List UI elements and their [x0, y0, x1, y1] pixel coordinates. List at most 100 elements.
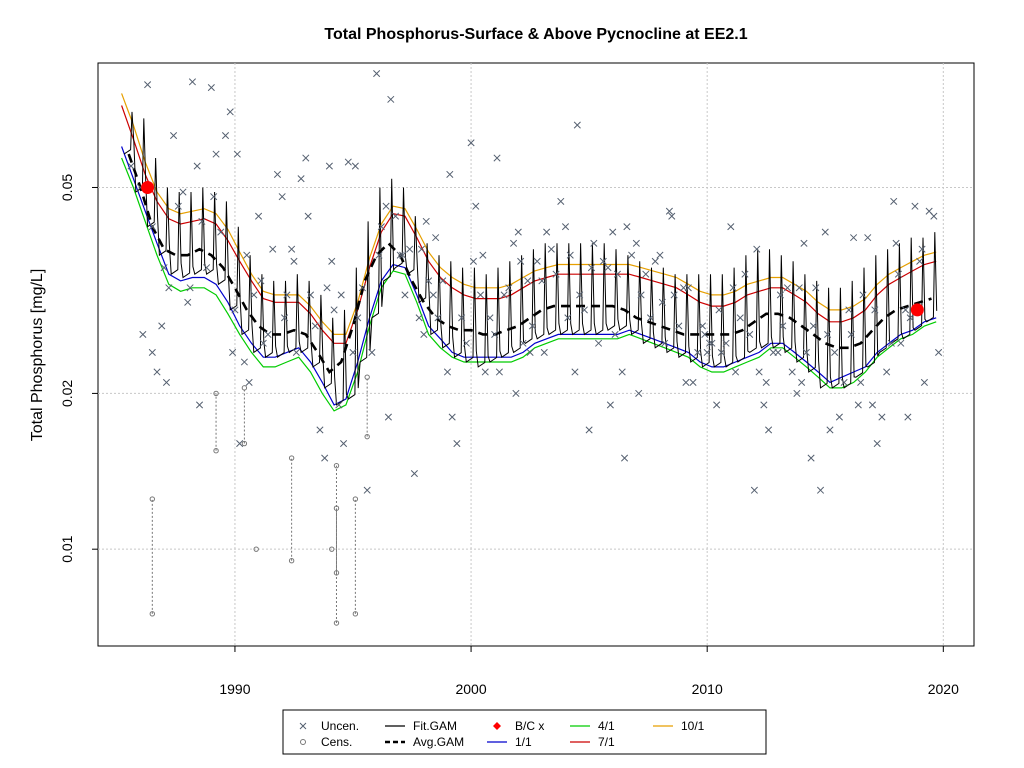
- data-point: [835, 413, 843, 421]
- data-point: [264, 330, 272, 338]
- data-point: [283, 291, 291, 299]
- data-point: [493, 154, 501, 162]
- series-line-d1-1: [121, 146, 937, 406]
- data-point: [243, 251, 251, 259]
- data-point: [916, 257, 924, 265]
- data-point: [174, 202, 182, 210]
- series-lines: [121, 93, 938, 412]
- legend-symbol-bc: [493, 722, 501, 730]
- data-point: [443, 368, 452, 376]
- data-point: [727, 223, 735, 231]
- data-point: [519, 339, 527, 347]
- censored-point: [364, 374, 370, 380]
- data-point: [670, 291, 678, 299]
- x-tick-label: 2020: [928, 681, 959, 697]
- data-point: [231, 306, 239, 314]
- data-point: [188, 78, 197, 86]
- data-point: [153, 368, 161, 376]
- data-point: [715, 306, 723, 314]
- x-tick-label: 1990: [219, 681, 250, 697]
- censored-point: [352, 496, 359, 502]
- data-point: [864, 234, 872, 242]
- data-point: [564, 314, 572, 322]
- legend-box: [282, 709, 767, 755]
- legend-label-d4-1: 4/1: [598, 719, 615, 733]
- data-point: [682, 378, 690, 386]
- chart-title: Total Phosphorus-Surface & Above Pycnocl…: [324, 26, 747, 43]
- data-point: [642, 270, 650, 278]
- data-point: [351, 162, 359, 170]
- data-point: [526, 348, 534, 356]
- data-point: [613, 270, 622, 278]
- data-point: [717, 348, 725, 356]
- uncensored-observations: [127, 70, 943, 494]
- data-point: [658, 298, 666, 306]
- data-point: [528, 322, 537, 330]
- data-point: [311, 322, 319, 330]
- data-point: [729, 284, 737, 292]
- data-point: [399, 251, 407, 259]
- data-point: [606, 401, 614, 409]
- data-point: [233, 150, 241, 158]
- data-point: [446, 170, 454, 178]
- data-point: [491, 330, 499, 338]
- data-point: [873, 440, 881, 448]
- data-point: [779, 322, 787, 330]
- y-axis: 0.01 0.02 0.05: [59, 174, 98, 563]
- data-point: [288, 245, 296, 253]
- y-tick-label: 0.05: [59, 174, 75, 201]
- data-point: [713, 401, 721, 409]
- data-point: [637, 291, 645, 299]
- gridlines: [98, 63, 974, 646]
- censored-point: [352, 611, 359, 617]
- censored-point: [333, 462, 340, 469]
- censored-point: [213, 390, 219, 397]
- data-point: [425, 277, 433, 285]
- data-point: [708, 339, 716, 347]
- data-point: [387, 95, 395, 103]
- data-point: [609, 228, 617, 236]
- data-point: [661, 339, 669, 347]
- data-point: [812, 284, 820, 292]
- data-point: [432, 234, 440, 242]
- legend-label-bc: B/C x: [515, 719, 544, 733]
- censored-point: [149, 611, 156, 617]
- data-point: [162, 378, 171, 386]
- bc-point: [141, 180, 155, 194]
- data-point: [306, 291, 315, 299]
- data-point: [486, 314, 494, 322]
- data-point: [651, 257, 659, 265]
- data-point: [240, 358, 248, 366]
- data-point: [335, 401, 343, 409]
- data-point: [698, 322, 707, 330]
- data-point: [684, 284, 692, 292]
- data-point: [920, 378, 928, 386]
- data-point: [590, 239, 598, 247]
- data-point: [186, 284, 194, 292]
- y-tick-label: 0.01: [59, 535, 75, 562]
- data-point: [410, 470, 418, 478]
- data-point: [358, 284, 367, 292]
- data-point: [868, 401, 877, 409]
- data-point: [580, 306, 588, 314]
- bc-points: [141, 180, 924, 317]
- data-point: [462, 339, 470, 347]
- x-tick-label: 2000: [455, 681, 486, 697]
- data-point: [210, 193, 218, 201]
- data-point: [623, 223, 631, 231]
- data-point: [323, 284, 331, 292]
- data-point: [576, 291, 584, 299]
- data-point: [755, 368, 763, 376]
- data-point: [857, 378, 865, 386]
- data-point: [439, 277, 447, 285]
- data-point: [736, 314, 744, 322]
- censored-point: [253, 546, 259, 552]
- data-point: [538, 277, 546, 285]
- data-point: [883, 368, 891, 376]
- series-line-d4-1: [121, 157, 937, 412]
- legend-symbol-uncen: [299, 722, 307, 730]
- data-point: [890, 197, 898, 205]
- data-point: [566, 251, 574, 259]
- data-point: [620, 454, 629, 462]
